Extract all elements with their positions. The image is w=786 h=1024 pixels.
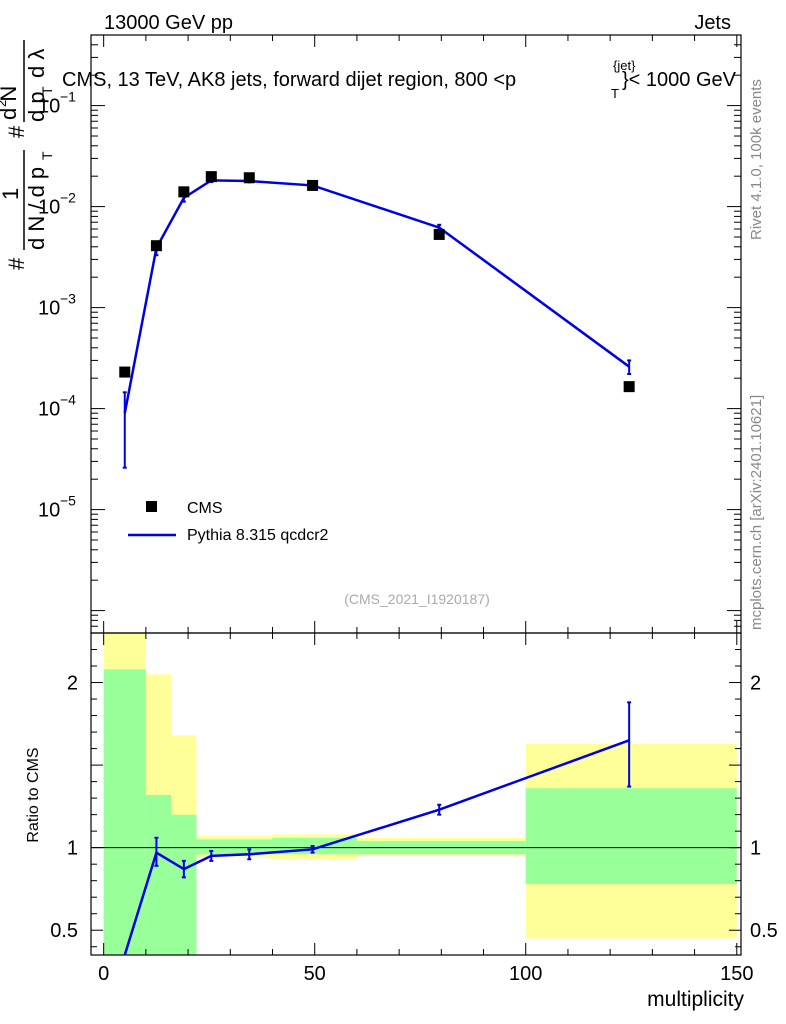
- ylabel-frac-den-sub: T: [39, 86, 55, 95]
- cms-data-point: [623, 381, 635, 393]
- band-inner-0: [103, 669, 146, 955]
- ratio-frame: [90, 632, 742, 956]
- mc-line-main: [123, 179, 630, 414]
- ylabel-denom-sub: T: [39, 151, 55, 160]
- main-y-tick-exponent: −5: [60, 493, 76, 509]
- band-inner-2: [171, 814, 197, 955]
- cms-data-point: [205, 171, 217, 183]
- cms-data-point: [150, 240, 162, 252]
- ratio-uncertainty-bands: [103, 633, 737, 955]
- ratio-y-tick-label-right: 2: [750, 673, 761, 695]
- x-tick-label: 150: [720, 963, 753, 985]
- axes-frames: [90, 34, 742, 956]
- plot-title: CMS, 13 TeV, AK8 jets, forward dijet reg…: [62, 58, 737, 101]
- plot-title-sub: T: [611, 86, 619, 101]
- legend: CMS Pythia 8.315 qcdcr2: [128, 500, 329, 544]
- plot-title-sup: {jet}: [613, 58, 636, 73]
- ratio-y-tick-label-left: 0.5: [50, 920, 78, 942]
- cms-data-point: [119, 366, 131, 378]
- x-tick-label: 50: [304, 963, 326, 985]
- ratio-y-tick-label-right: 0.5: [750, 920, 778, 942]
- ylabel-denom: d N / d p: [24, 167, 49, 250]
- plot-title-prefix: CMS, 13 TeV, AK8 jets, forward dijet reg…: [62, 69, 516, 91]
- x-axis-label: multiplicity: [647, 988, 744, 1011]
- mcplots-label: mcplots.cern.ch [arXiv:2401.10621]: [748, 395, 765, 630]
- cms-data-point: [178, 186, 190, 198]
- ylabel-frac-den: d p: [24, 91, 49, 122]
- main-y-tick-exponent: −4: [60, 392, 76, 408]
- ylabel-hash-right: #: [4, 125, 29, 138]
- x-tick-label: 100: [509, 963, 542, 985]
- cms-data-point: [307, 179, 319, 191]
- data-series: [119, 171, 635, 956]
- cms-data-point: [243, 172, 255, 184]
- ratio-y-tick-label-left: 1: [67, 838, 78, 860]
- rivet-label: Rivet 4.1.0, 100k events: [748, 79, 765, 240]
- ratio-y-axis-label: Ratio to CMS: [25, 747, 42, 842]
- ylabel-one: 1: [0, 188, 23, 200]
- main-y-tick-label: 10: [38, 399, 60, 421]
- analysis-watermark: (CMS_2021_I1920187): [344, 591, 490, 607]
- band-inner-6: [525, 788, 737, 884]
- main-y-tick-label: 10: [38, 500, 60, 522]
- ylabel-num: d N: [0, 86, 21, 120]
- main-y-tick-label: 10: [38, 96, 60, 118]
- main-y-tick-label: 10: [38, 298, 60, 320]
- main-y-tick-exponent: −3: [60, 291, 76, 307]
- legend-cms-label: CMS: [187, 500, 223, 517]
- header-left: 13000 GeV pp: [104, 12, 233, 34]
- ratio-y-tick-label-left: 2: [67, 673, 78, 695]
- band-inner-3: [196, 839, 273, 855]
- ratio-y-tick-label-right: 1: [750, 838, 761, 860]
- header-right: Jets: [694, 12, 731, 34]
- ylabel-lambda: d λ: [24, 49, 49, 78]
- main-y-tick-label: 10: [38, 197, 60, 219]
- x-tick-label: 0: [98, 963, 109, 985]
- mc-line-ratio: [123, 739, 630, 956]
- main-y-tick-exponent: −1: [60, 89, 76, 105]
- main-y-axis-label: # 1 d N / d p T # d N 2 d p T d λ: [0, 40, 55, 270]
- ylabel-num-sup: 2: [0, 100, 9, 107]
- ylabel-hash-left: #: [4, 257, 29, 270]
- plot-title-suffix: }< 1000 GeV: [622, 69, 737, 91]
- legend-cms-marker: [146, 501, 157, 512]
- cms-data-point: [433, 228, 445, 240]
- legend-mc-label: Pythia 8.315 qcdcr2: [187, 527, 329, 544]
- main-y-tick-exponent: −2: [60, 190, 76, 206]
